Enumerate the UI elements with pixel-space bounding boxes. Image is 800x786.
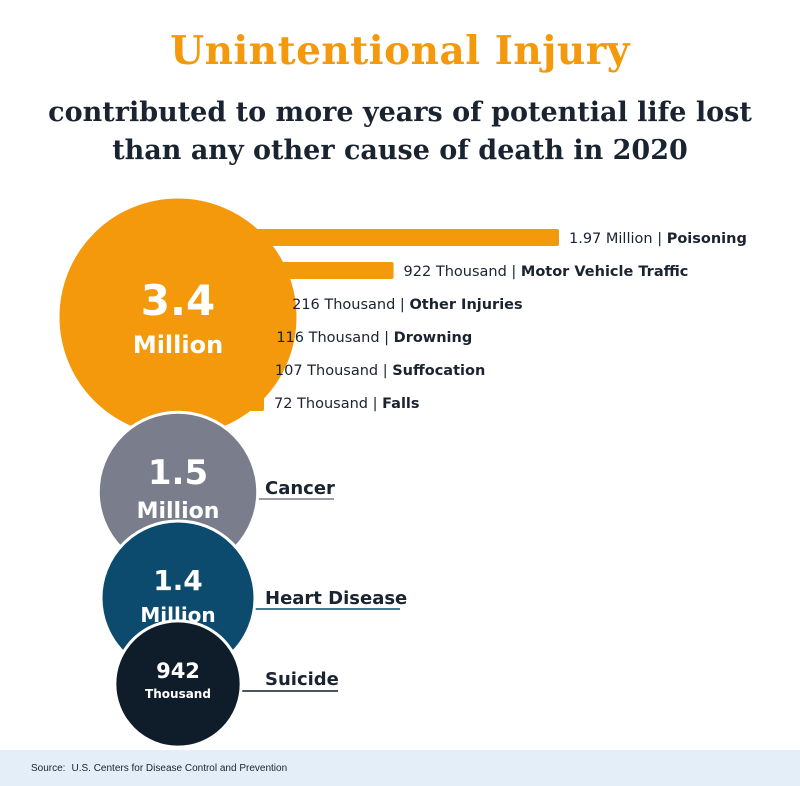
source-footer: Source: U.S. Centers for Disease Control… [0,750,800,786]
bubble-suicide [113,619,243,749]
bar-value-drowning: 116 Thousand | [276,330,393,346]
bubble-value-heart-disease: 1.4 [153,564,203,597]
bar-label-poisoning: 1.97 Million | Poisoning [569,231,747,247]
bar-value-motor-vehicle-traffic: 922 Thousand | [404,264,521,280]
chart-title: Unintentional Injury [170,28,630,74]
chart-subtitle: contributed to more years of potential l… [0,94,800,170]
bubble-value-suicide: 942 [156,659,200,683]
bar-label-falls: 72 Thousand | Falls [274,396,420,412]
bar-poisoning [248,229,559,246]
bubble-label-suicide: Suicide [265,669,339,690]
bubble-label-heart-disease: Heart Disease [265,588,407,609]
bar-label-other-injuries: 216 Thousand | Other Injuries [292,297,523,313]
bar-suffocation [248,361,265,378]
bar-value-suffocation: 107 Thousand | [275,363,392,379]
bubble-unit-suicide: Thousand [145,687,211,701]
bar-value-falls: 72 Thousand | [274,396,382,412]
bubble-value-unintentional-injury: 3.4 [141,276,215,325]
bubble-value-cancer: 1.5 [148,453,208,493]
source-label: Source: [31,762,66,774]
bar-label-motor-vehicle-traffic: 922 Thousand | Motor Vehicle Traffic [404,264,689,280]
bar-other-injuries [248,295,283,312]
bar-value-poisoning: 1.97 Million | [569,231,667,247]
bar-falls [248,394,264,411]
bubble-label-cancer: Cancer [265,478,335,499]
bubble-unit-unintentional-injury: Million [133,331,223,359]
bar-category-falls: Falls [382,396,419,412]
bar-label-drowning: 116 Thousand | Drowning [276,330,472,346]
bar-category-motor-vehicle-traffic: Motor Vehicle Traffic [521,264,689,280]
bar-drowning [248,328,267,345]
source-text: U.S. Centers for Disease Control and Pre… [71,762,288,774]
bar-category-suffocation: Suffocation [392,363,485,379]
bar-motor-vehicle-traffic [248,262,394,279]
bar-value-other-injuries: 216 Thousand | [292,297,409,313]
bar-category-poisoning: Poisoning [667,231,747,247]
bar-category-other-injuries: Other Injuries [409,297,522,313]
bar-category-drowning: Drowning [394,330,473,346]
subtitle-line-1: contributed to more years of potential l… [48,97,752,128]
subtitle-line-2: than any other cause of death in 2020 [112,135,688,166]
bar-label-suffocation: 107 Thousand | Suffocation [275,363,485,379]
